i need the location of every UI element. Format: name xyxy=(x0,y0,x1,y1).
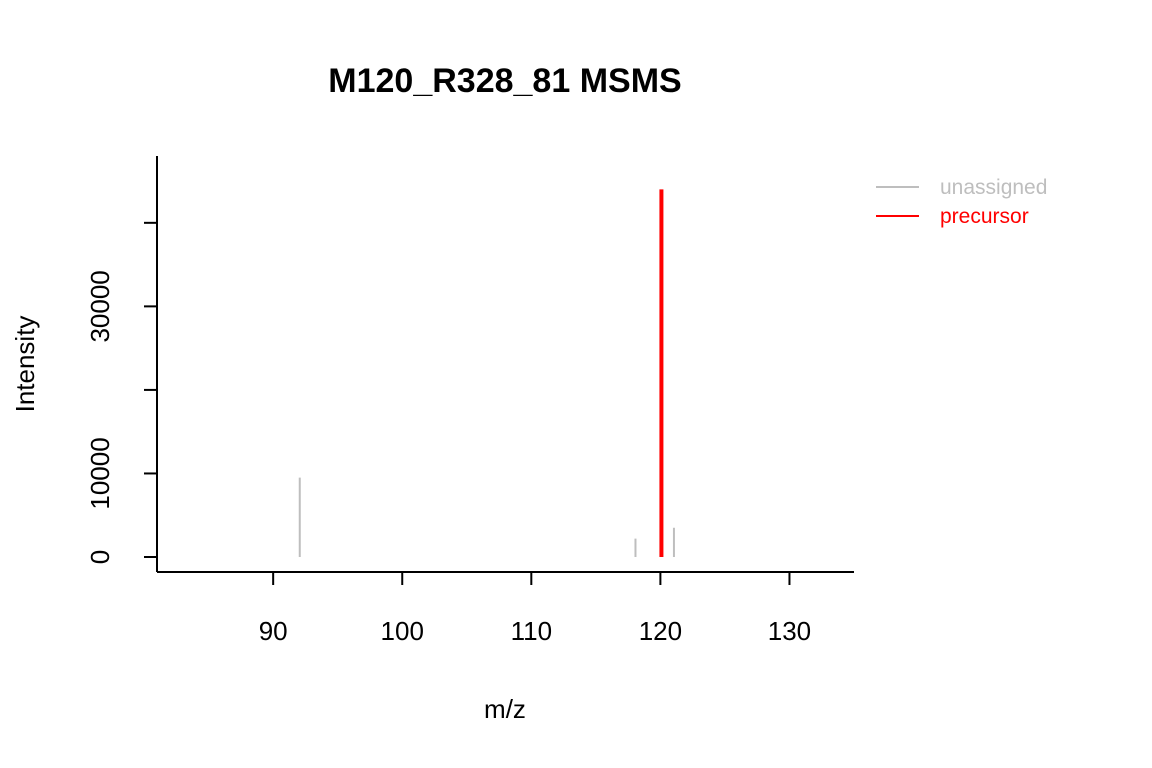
y-axis-label: Intensity xyxy=(10,316,40,413)
spectrum-peaks xyxy=(298,189,675,557)
x-tick-label: 90 xyxy=(259,616,288,646)
y-ticks: 0 10000 30000 xyxy=(85,221,157,564)
x-ticks: 90 100 110 120 130 xyxy=(259,572,811,646)
chart-title: M120_R328_81 MSMS xyxy=(328,62,681,100)
legend-label-unassigned: unassigned xyxy=(940,176,1047,199)
legend-label-precursor: precursor xyxy=(940,205,1029,228)
y-tick-label: 30000 xyxy=(85,270,115,342)
y-tick-label: 0 xyxy=(85,550,115,564)
y-tick-label: 10000 xyxy=(85,437,115,509)
x-tick-label: 130 xyxy=(768,616,811,646)
x-tick-label: 110 xyxy=(511,616,552,646)
x-tick-label: 120 xyxy=(639,616,682,646)
plot-axes xyxy=(156,156,854,573)
x-axis-label: m/z xyxy=(484,694,526,724)
x-tick-label: 100 xyxy=(381,616,424,646)
legend: unassigned precursor xyxy=(876,176,1047,228)
